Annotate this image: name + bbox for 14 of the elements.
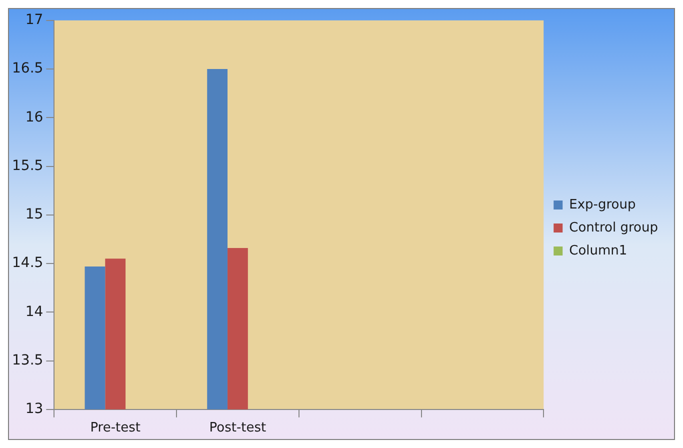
legend-label: Control group xyxy=(569,220,658,236)
x-tick-label: Pre-test xyxy=(90,420,141,436)
y-tick-label: 16.5 xyxy=(12,60,44,77)
x-tick-label: Post-test xyxy=(209,420,266,436)
y-tick-label: 14.5 xyxy=(12,255,44,272)
y-tick-label: 16 xyxy=(25,109,44,126)
legend-label: Column1 xyxy=(569,243,628,258)
legend-label: Exp-group xyxy=(569,197,636,212)
y-tick-label: 13 xyxy=(25,401,44,418)
y-tick-label: 17 xyxy=(25,12,44,28)
y-tick-label: 14 xyxy=(25,304,44,320)
y-tick-label: 15 xyxy=(25,206,44,223)
y-tick-label: 15.5 xyxy=(12,158,44,174)
y-tick-label: 13.5 xyxy=(12,352,44,368)
